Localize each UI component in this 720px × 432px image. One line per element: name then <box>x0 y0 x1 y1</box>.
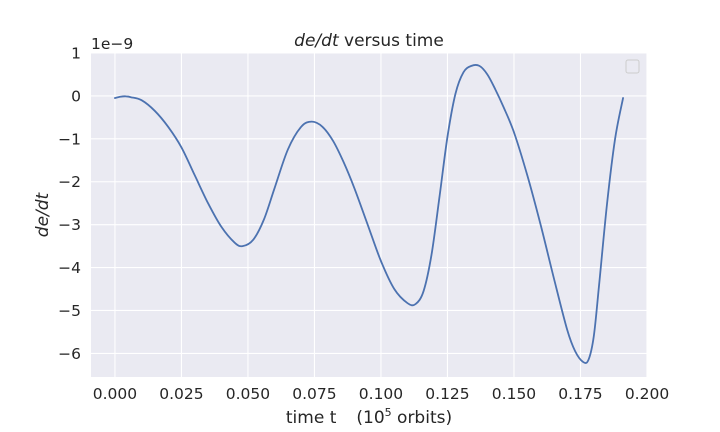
legend <box>625 59 640 74</box>
x-tick-labels: 0.000 0.025 0.050 0.075 0.100 0.125 0.150 0.175… <box>93 385 669 403</box>
grid <box>91 52 648 377</box>
y-tick-label: −2 <box>58 173 81 191</box>
y-tick-label: −4 <box>58 259 81 277</box>
y-tick-label: 0 <box>71 87 81 105</box>
x-tick-label: 0.175 <box>558 385 602 403</box>
x-tick-label: 0.100 <box>359 385 403 403</box>
y-tick-labels: 1 0 −1 −2 −3 −4 −5 −6 <box>58 45 81 363</box>
x-axis-label-main: time t <box>286 408 337 428</box>
chart-title-rest: versus time <box>339 31 444 51</box>
legend-box <box>625 59 640 74</box>
x-tick-label: 0.050 <box>226 385 270 403</box>
y-tick-label: −1 <box>58 130 81 148</box>
y-tick-label: 1 <box>71 45 81 63</box>
series-line <box>114 64 624 364</box>
chart-title: de/dt versus time <box>294 31 444 51</box>
y-tick-label: −5 <box>58 302 81 320</box>
x-tick-label: 0.200 <box>625 385 669 403</box>
y-tick-label: −6 <box>58 345 81 363</box>
x-axis-label-sup: 5 <box>385 406 392 419</box>
x-tick-label: 0.025 <box>159 385 203 403</box>
x-axis-label-paren-close: orbits) <box>392 408 452 428</box>
y-axis-label: de/dt <box>33 191 53 237</box>
x-axis-label-paren-open: (10 <box>356 408 384 428</box>
chart-title-italic: de/dt <box>294 31 340 51</box>
x-axis-label: time t (105 orbits) <box>286 406 452 428</box>
x-tick-label: 0.150 <box>492 385 536 403</box>
offset-text: 1e−9 <box>91 35 133 53</box>
x-tick-label: 0.000 <box>93 385 137 403</box>
x-tick-label: 0.125 <box>425 385 469 403</box>
y-tick-label: −3 <box>58 216 81 234</box>
plot-background <box>91 53 647 377</box>
x-tick-label: 0.075 <box>292 385 336 403</box>
